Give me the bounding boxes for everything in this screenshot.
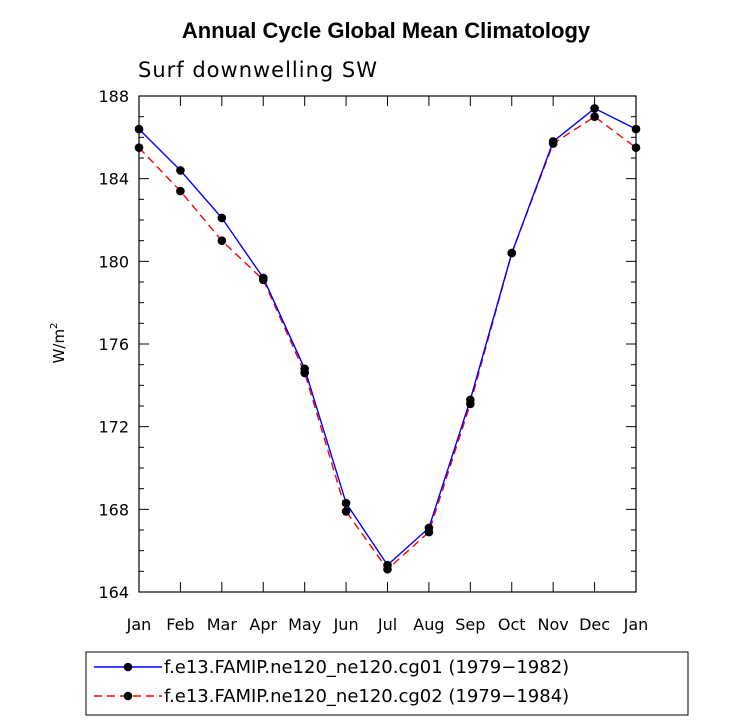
y-tick-label: 180 <box>98 252 129 271</box>
data-point <box>590 112 599 121</box>
y-axis-label-sup: 2 <box>49 323 60 329</box>
x-tick-label: May <box>288 615 321 634</box>
data-point <box>424 527 434 537</box>
series-layer <box>134 104 641 574</box>
data-point <box>341 507 351 516</box>
x-tick-label: Dec <box>579 615 610 634</box>
data-point <box>258 275 268 285</box>
legend-items: f.e13.FAMIP.ne120_ne120.cg01 (1979−1982)… <box>94 657 569 707</box>
x-tick-label: Mar <box>207 615 238 634</box>
plot-frame <box>138 95 637 593</box>
svg-text:W/m2: W/m2 <box>49 323 68 364</box>
data-point <box>217 213 227 223</box>
legend-marker <box>123 662 133 672</box>
legend: f.e13.FAMIP.ne120_ne120.cg01 (1979−1982)… <box>85 651 689 716</box>
y-tick-label: 172 <box>98 418 129 437</box>
series-line <box>138 115 637 571</box>
chart-title: Annual Cycle Global Mean Climatology <box>182 18 591 43</box>
x-tick-label: Apr <box>249 615 277 634</box>
y-tick-label: 168 <box>98 500 129 519</box>
data-point <box>507 248 517 258</box>
x-tick-label: Aug <box>413 615 444 634</box>
x-tick-label: Jun <box>333 615 359 634</box>
chart-subtitle: Surf downwelling SW <box>138 58 378 82</box>
data-point <box>590 104 599 113</box>
data-point <box>217 236 227 245</box>
data-point <box>383 564 392 574</box>
data-point <box>176 166 185 175</box>
y-tick-label: 176 <box>98 335 129 354</box>
y-tick-label: 164 <box>98 583 129 602</box>
x-tick-label: Oct <box>498 615 526 634</box>
x-tick-label: Sep <box>455 615 485 634</box>
legend-marker <box>123 691 133 701</box>
y-axis-label: W/m2 <box>49 323 68 364</box>
x-tick-label: Nov <box>538 615 569 634</box>
x-tick-label: Feb <box>166 615 194 634</box>
x-tick-label: Jan <box>623 615 649 634</box>
y-tick-label: 188 <box>98 87 129 106</box>
data-point <box>300 368 309 378</box>
legend-box <box>85 651 689 716</box>
ticks-layer: 164 168 172 176 180 184 188 Jan Feb Mar Apr May Jun J… <box>98 87 648 634</box>
x-tick-label: Jan <box>126 615 152 634</box>
series-line <box>138 107 637 567</box>
y-axis-label-base: W/m <box>50 329 68 364</box>
data-point <box>548 139 558 148</box>
y-tick-label: 184 <box>98 170 129 189</box>
x-tick-label: Jul <box>377 615 397 634</box>
data-point <box>341 498 351 508</box>
data-point <box>176 186 185 196</box>
legend-label: f.e13.FAMIP.ne120_ne120.cg01 (1979−1982) <box>164 657 569 678</box>
legend-label: f.e13.FAMIP.ne120_ne120.cg02 (1979−1984) <box>164 686 569 707</box>
data-point <box>466 399 475 409</box>
